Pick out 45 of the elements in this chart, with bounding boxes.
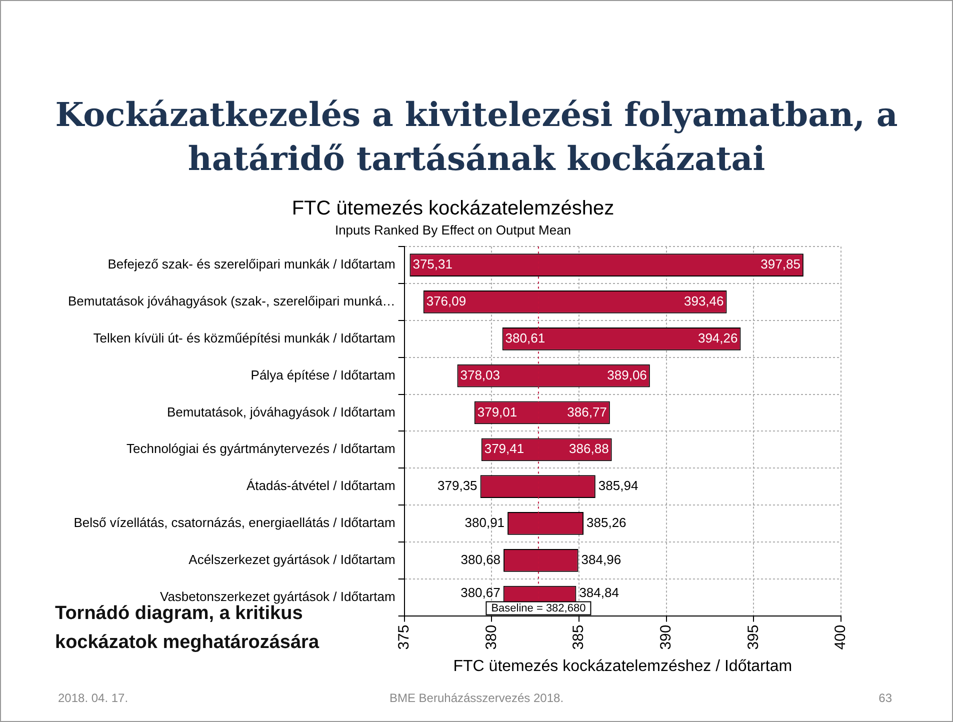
y-tick-label: Vasbetonszerkezet gyártások / Időtartam bbox=[160, 588, 396, 604]
annotation: 385,94 bbox=[598, 478, 638, 494]
annotation: 379,41 bbox=[484, 441, 524, 456]
y-tick-label: Belső vízellátás, csatornázás, energiaellátás / Időtartam bbox=[74, 515, 396, 530]
annotation: 380,67 bbox=[460, 584, 500, 600]
annotation: 384,84 bbox=[579, 584, 619, 600]
y-tick-label: Pálya építése / Időtartam bbox=[250, 367, 396, 382]
x-tick-label: 390 bbox=[657, 624, 674, 650]
x-tick-label: 375 bbox=[395, 624, 412, 650]
y-tick-label: Acélszerkezet gyártások / Időtartam bbox=[188, 552, 396, 567]
y-tick-label: Telken kívüli út- és közműépítési munkák / Időtartam bbox=[93, 330, 396, 346]
chart-subtitle: Inputs Ranked By Effect on Output Mean bbox=[334, 222, 572, 238]
y-tick-label: Bemutatások jóváhagyások (szak-, szerelőipari munká… bbox=[68, 294, 396, 309]
text: Tornádó diagram, a kritikus kockázatok meghatározására bbox=[55, 603, 320, 655]
annotation: 375,31 bbox=[412, 256, 452, 272]
annotation: 385,26 bbox=[586, 515, 626, 530]
annotation: 384,96 bbox=[581, 552, 622, 567]
annotation: 380,61 bbox=[505, 330, 546, 346]
annotation: 397,85 bbox=[760, 256, 800, 272]
annotation: 386,88 bbox=[569, 441, 609, 456]
y-tick-label: Átadás-átvétel / Időtartam bbox=[246, 478, 396, 494]
text: BME Beruházásszervezés 2018. bbox=[389, 691, 564, 705]
x-axis-title: FTC ütemezés kockázatelemzéshez / Időtartam bbox=[453, 658, 792, 675]
text: 2018. 04. 17. bbox=[58, 691, 128, 705]
chart-title: FTC ütemezés kockázatelemzéshez bbox=[292, 198, 614, 220]
y-tick-label: Technológiai és gyártmánytervezés / Időtartam bbox=[126, 441, 396, 456]
x-tick-label: 380 bbox=[482, 624, 500, 650]
ref-line-label: Baseline = 382,680 bbox=[491, 602, 586, 614]
annotation: 394,26 bbox=[698, 330, 738, 346]
y-tick-label: Bemutatások, jóváhagyások / Időtartam bbox=[166, 404, 396, 420]
y-tick-label: Befejező szak- és szerelőipari munkák / Időtartam bbox=[108, 256, 396, 272]
x-tick-label: 385 bbox=[570, 624, 588, 650]
annotation: 376,09 bbox=[426, 294, 466, 309]
annotation: 380,91 bbox=[464, 515, 505, 530]
x-tick-label: 400 bbox=[832, 624, 850, 650]
text: 63 bbox=[878, 691, 892, 705]
annotation: 379,01 bbox=[477, 404, 518, 420]
annotation: 393,46 bbox=[684, 294, 724, 309]
annotation: 386,77 bbox=[567, 404, 607, 420]
text: Kockázatkezelés a kivitelezési folyamatban, a határidő tartásának kockázatai bbox=[54, 94, 899, 180]
annotation: 380,68 bbox=[460, 552, 501, 567]
annotation: 379,35 bbox=[438, 478, 478, 494]
x-tick-label: 395 bbox=[744, 624, 762, 650]
annotation: 378,03 bbox=[460, 367, 500, 382]
annotation: 389,06 bbox=[607, 367, 647, 382]
